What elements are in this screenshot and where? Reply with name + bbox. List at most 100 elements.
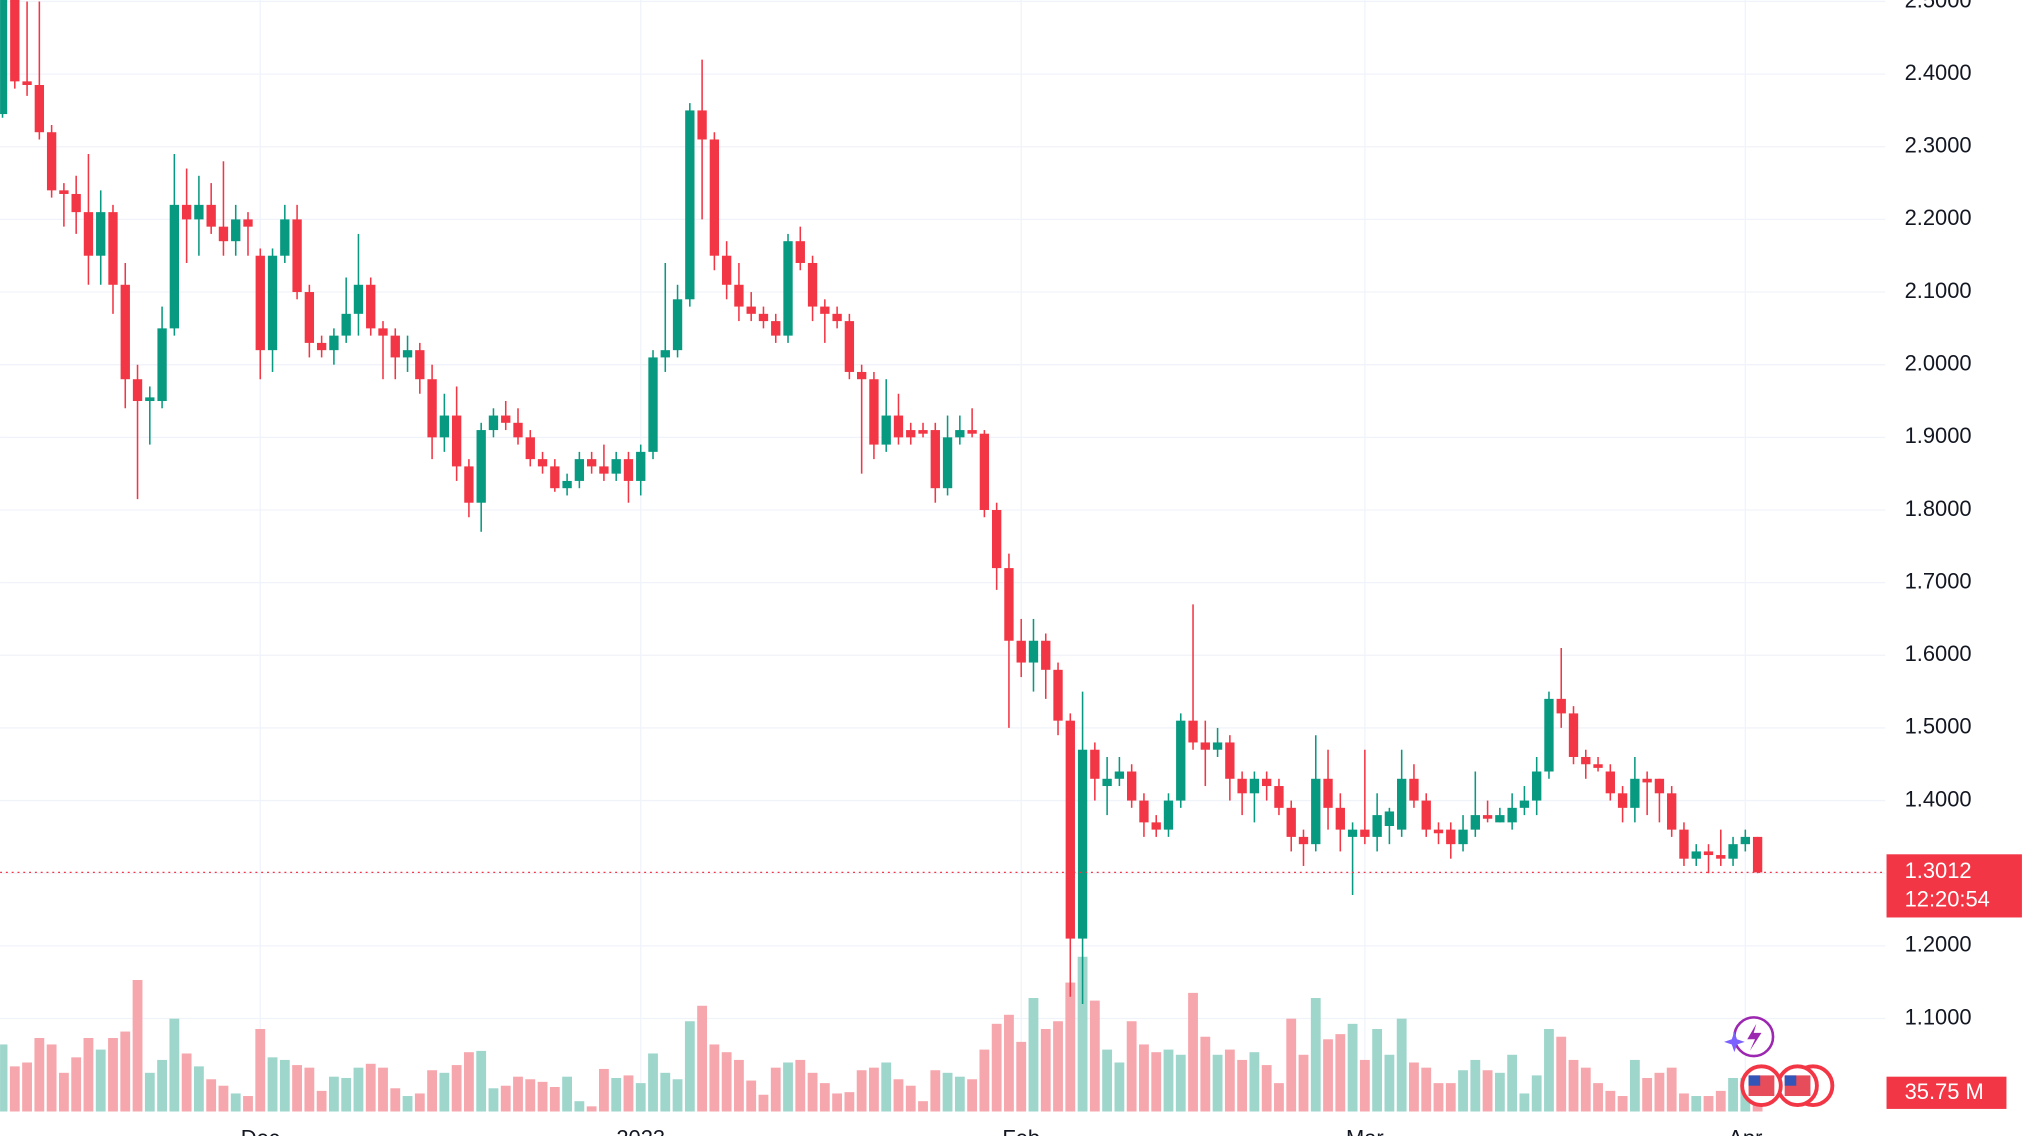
candle-body bbox=[734, 284, 744, 307]
candle-body bbox=[1274, 786, 1284, 808]
candle-body bbox=[1127, 771, 1137, 801]
volume-label: 35.75 M bbox=[1905, 1079, 1984, 1104]
candle-body bbox=[1384, 811, 1395, 826]
candle-body bbox=[979, 433, 990, 510]
volume-bar bbox=[856, 1070, 867, 1112]
candle-body bbox=[1151, 822, 1161, 830]
volume-bar bbox=[770, 1067, 781, 1112]
candle-body bbox=[623, 459, 634, 481]
volume-bar bbox=[1028, 998, 1039, 1112]
candle-body bbox=[145, 397, 155, 402]
volume-bar bbox=[1114, 1062, 1125, 1112]
y-tick-label: 2.1000 bbox=[1905, 278, 1972, 303]
candle-body bbox=[1605, 771, 1615, 794]
volume-bar bbox=[451, 1065, 462, 1112]
candle-body bbox=[611, 459, 621, 474]
candle-body bbox=[967, 430, 977, 434]
candle-body bbox=[378, 328, 388, 336]
volume-bar bbox=[1556, 1036, 1567, 1112]
y-tick-label: 1.6000 bbox=[1905, 641, 1972, 666]
volume-bar bbox=[1077, 956, 1088, 1112]
volume-bar bbox=[414, 1093, 425, 1112]
candle-body bbox=[1176, 720, 1186, 801]
candle-body bbox=[280, 219, 290, 256]
volume-bar bbox=[611, 1077, 622, 1112]
candle-body bbox=[206, 204, 216, 227]
candle-body bbox=[132, 379, 143, 402]
volume-bar bbox=[353, 1067, 364, 1112]
volume-bar bbox=[918, 1101, 928, 1112]
volume-bar bbox=[660, 1072, 671, 1112]
volume-bar bbox=[1274, 1083, 1284, 1112]
volume-bar bbox=[1580, 1067, 1591, 1112]
volume-bar bbox=[365, 1063, 376, 1112]
candle-body bbox=[1016, 640, 1026, 663]
volume-bar bbox=[1605, 1090, 1616, 1112]
flag-icons[interactable] bbox=[1740, 1064, 1835, 1107]
volume-bar bbox=[1237, 1059, 1248, 1112]
volume-bar bbox=[1224, 1049, 1235, 1112]
volume-bar bbox=[1286, 1018, 1297, 1112]
volume-bar bbox=[1433, 1083, 1444, 1112]
candle-body bbox=[807, 262, 818, 307]
candle-body bbox=[1163, 800, 1174, 830]
candle-body bbox=[795, 241, 805, 263]
volume-bar bbox=[1188, 992, 1198, 1112]
volume-bar bbox=[635, 1083, 646, 1112]
candle-body bbox=[513, 422, 523, 438]
candle-body bbox=[881, 415, 891, 445]
volume-bar bbox=[255, 1028, 266, 1112]
volume-bar bbox=[1151, 1052, 1162, 1112]
candle-body bbox=[709, 139, 720, 256]
candle-body bbox=[1114, 771, 1125, 779]
candle-body bbox=[304, 292, 315, 343]
candle-body bbox=[1421, 800, 1431, 830]
volume-bar bbox=[869, 1067, 879, 1112]
volume-bar bbox=[537, 1081, 548, 1112]
volume-bar bbox=[1163, 1049, 1174, 1112]
candle-body bbox=[648, 357, 658, 452]
candle-body bbox=[1286, 807, 1296, 837]
candle-body bbox=[255, 255, 265, 351]
grid bbox=[0, 0, 1886, 1112]
volume-bar bbox=[1139, 1044, 1149, 1112]
volume-bar bbox=[46, 1044, 57, 1112]
candle-body bbox=[1544, 698, 1554, 772]
candle-body bbox=[329, 335, 339, 351]
last-price-label: 1.3012 bbox=[1905, 858, 1972, 883]
candle-body bbox=[1335, 807, 1345, 830]
volume-bar bbox=[1482, 1070, 1493, 1112]
candle-body bbox=[1581, 756, 1591, 765]
volume-bar bbox=[697, 1005, 708, 1112]
candle-body bbox=[316, 342, 327, 351]
volume-bar bbox=[341, 1077, 352, 1112]
volume-bar bbox=[316, 1090, 327, 1112]
volume-bar bbox=[1593, 1083, 1603, 1112]
candle-body bbox=[771, 321, 781, 336]
candle-body bbox=[1090, 749, 1100, 779]
volume-bar bbox=[832, 1093, 843, 1112]
volume-bar bbox=[71, 1057, 82, 1112]
candle-body bbox=[292, 219, 302, 293]
candle-body bbox=[501, 415, 511, 423]
candle-body bbox=[194, 204, 204, 220]
candle-body bbox=[169, 204, 180, 329]
y-tick-label: 1.7000 bbox=[1905, 568, 1972, 593]
volume-bar bbox=[1396, 1018, 1407, 1112]
volume-bar bbox=[1494, 1072, 1505, 1112]
candle-body bbox=[1188, 720, 1198, 743]
candle-body bbox=[10, 0, 20, 82]
candle-body bbox=[1212, 742, 1223, 750]
volume-bar bbox=[157, 1059, 167, 1112]
volume-bar bbox=[169, 1018, 180, 1112]
volume-bar bbox=[1642, 1077, 1653, 1112]
candle-body bbox=[231, 219, 241, 242]
volume-bar bbox=[132, 979, 143, 1112]
candle-body bbox=[439, 415, 450, 438]
candle-body bbox=[1262, 778, 1272, 787]
volume-bar bbox=[807, 1072, 818, 1112]
volume-bar bbox=[1728, 1077, 1738, 1112]
volume-bar bbox=[1617, 1096, 1628, 1112]
volume-bar bbox=[120, 1031, 131, 1112]
candle-body bbox=[1053, 669, 1063, 721]
